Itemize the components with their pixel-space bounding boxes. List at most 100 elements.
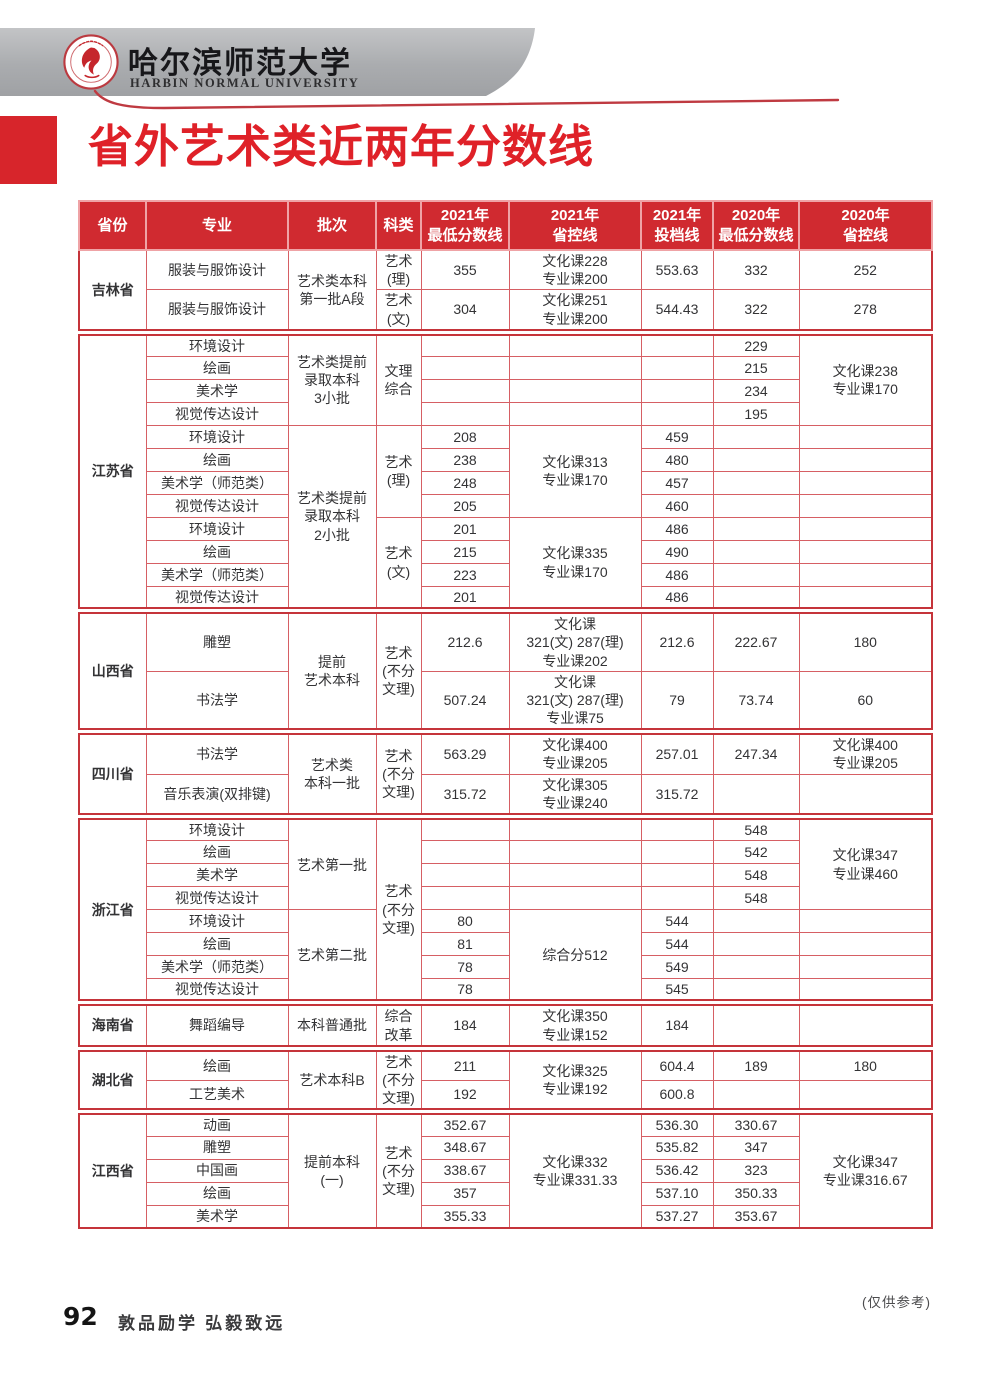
table-row: 海南省 舞蹈编导 本科普通批 综合 改革 184 文化课350 专业课152 184 [78,999,933,1049]
table-cell [712,585,800,612]
table-cell: 文化课347 专业课460 [798,812,933,911]
table-cell: 338.67 [420,1158,510,1183]
table-cell: 绘画 [145,1044,289,1081]
table-cell: 艺术 (不分 文理) [375,1108,422,1229]
table-cell: 352.67 [420,1108,510,1137]
table-cell: 459 [640,424,714,449]
table-row: 绘画 215 490 [79,539,933,564]
table-row: 绘画 238 480 [79,447,933,472]
table-cell: 223 [420,562,510,587]
table-cell: 548 [712,812,800,842]
table-row: 视觉传达设计 195 [79,401,932,426]
table-cell [420,378,510,403]
table-cell: 绘画 [145,840,289,865]
province-cell: 四川省 [78,728,147,817]
table-cell: 美术学（师范类） [145,955,289,980]
table-cell: 艺术 (不分 文理) [375,728,422,817]
scores-table: 省份 专业 批次 科类 2021年 最低分数线 2021年 省控线 2021年 投档线 202… [78,200,933,1229]
table-cell: 248 [420,470,510,495]
table-row: 美术学（师范类） 223 486 [79,562,933,587]
table-cell: 212.6 [420,607,510,672]
table-cell: 490 [640,539,714,564]
table-cell: 书法学 [145,728,289,775]
table-cell: 提前本科 (一) [287,1108,377,1229]
table-cell: 201 [420,585,510,612]
table-cell: 环境设计 [145,328,289,357]
table-cell: 视觉传达设计 [145,493,289,518]
table-cell [640,355,714,380]
table-cell [798,539,933,564]
table-cell [420,863,510,888]
table-row: 美术学 355.33 537.27 353.67 [79,1204,932,1229]
table-cell [420,355,510,380]
table-cell: 艺术类本科 第一批A段 [287,249,377,333]
table-cell: 60 [798,670,933,733]
table-cell [508,401,642,426]
table-cell: 189 [712,1044,800,1081]
table-cell: 215 [712,355,800,380]
table-cell [798,909,933,934]
table-cell: 211 [420,1044,510,1081]
table-row: 山西省 雕塑 提前 艺术本科 艺术 (不分 文理) 212.6 文化课 321(文) 28… [78,607,933,733]
table-cell: 文化课350 专业课152 [508,999,642,1049]
table-cell [798,516,933,541]
table-row: 江西省 动画 提前本科 (一) 艺术 (不分 文理) 352.67 文化课332 专业课3… [78,1108,933,1229]
table-cell: 服装与服饰设计 [145,249,289,291]
table-row: 服装与服饰设计 艺术 (文) 304 文化课251 专业课200 544.43 322 27… [79,289,933,333]
table-cell: 553.63 [640,249,714,291]
table-cell [420,812,510,842]
table-cell: 348.67 [420,1135,510,1160]
table-cell: 549 [640,955,714,980]
table-cell [640,886,714,911]
table-cell [798,1079,933,1113]
table-cell [798,470,933,495]
table-cell: 78 [420,955,510,980]
table-cell: 工艺美术 [145,1079,289,1113]
table-cell: 322 [712,289,800,333]
table-cell: 205 [420,493,510,518]
page-title: 省外艺术类近两年分数线 [88,121,595,172]
table-cell: 208 [420,424,510,449]
table-cell [798,999,933,1049]
table-cell: 201 [420,516,510,541]
table-cell: 艺术 (不分 文理) [375,1044,422,1113]
university-seal-icon [63,34,119,90]
table-row: 湖北省 绘画 艺术本科B 艺术 (不分 文理) 211 文化课325 专业课192 604.… [78,1044,933,1113]
table-cell: 视觉传达设计 [145,401,289,426]
table-cell: 环境设计 [145,424,289,449]
table-cell: 542 [712,840,800,865]
table-cell: 212.6 [640,607,714,672]
table-cell: 雕塑 [145,607,289,672]
table-row: 江苏省 环境设计 艺术类提前 录取本科 3小批 文理 综合 229 文化课238 专业课1… [78,328,933,612]
table-cell: 184 [420,999,510,1049]
table-cell: 180 [798,607,933,672]
column-header: 2021年 省控线 [508,200,642,251]
table-row: 四川省 书法学 艺术类 本科一批 艺术 (不分 文理) 563.29 文化课400 专业课… [78,728,933,817]
province-cell: 湖北省 [78,1044,147,1113]
table-cell [640,863,714,888]
table-cell: 书法学 [145,670,289,733]
table-cell [420,328,510,357]
table-cell: 548 [712,886,800,911]
table-cell: 综合分512 [508,909,642,1004]
table-cell: 动画 [145,1108,289,1137]
table-cell: 81 [420,932,510,957]
table-cell: 视觉传达设计 [145,978,289,1004]
table-cell: 文化课335 专业课170 [508,516,642,612]
table-cell: 文化课400 专业课205 [798,728,933,775]
table-cell [508,328,642,357]
table-cell: 229 [712,328,800,357]
table-cell: 330.67 [712,1108,800,1137]
table-cell [712,932,800,957]
table-cell: 艺术类 本科一批 [287,728,377,817]
table-cell: 222.67 [712,607,800,672]
table-cell: 537.27 [640,1204,714,1229]
table-row: 环境设计 艺术 (文) 201 文化课335 专业课170 486 [79,516,933,612]
table-cell [712,562,800,587]
table-cell: 文化课313 专业课170 [508,424,642,518]
table-cell: 544 [640,909,714,934]
table-cell: 252 [798,249,933,291]
table-cell [798,562,933,587]
table-cell: 绘画 [145,1181,289,1206]
table-cell [712,1079,800,1113]
